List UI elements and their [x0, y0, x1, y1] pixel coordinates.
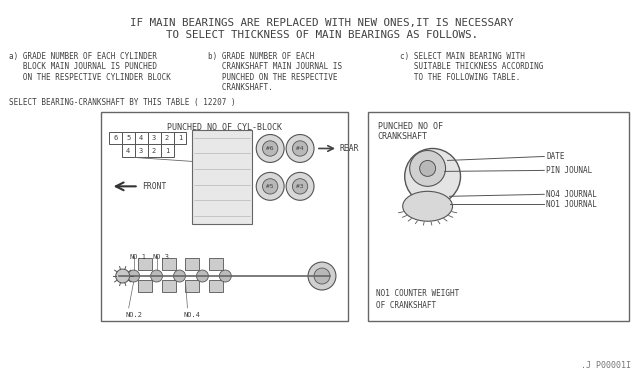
Text: 2: 2 [152, 148, 156, 154]
Text: NO.4: NO.4 [184, 312, 200, 318]
Bar [122, 132, 134, 144]
Circle shape [410, 150, 445, 186]
Bar [109, 132, 122, 144]
Text: CRANKSHAFT: CRANKSHAFT [378, 132, 428, 141]
Circle shape [292, 179, 308, 194]
Circle shape [116, 269, 130, 283]
Bar [122, 144, 134, 157]
Bar [138, 258, 152, 270]
Circle shape [196, 270, 209, 282]
Bar [173, 132, 186, 144]
Circle shape [286, 135, 314, 163]
Circle shape [286, 172, 314, 200]
Text: OF CRANKSHAFT: OF CRANKSHAFT [376, 301, 436, 310]
Text: IF MAIN BEARINGS ARE REPLACED WITH NEW ONES,IT IS NECESSARY: IF MAIN BEARINGS ARE REPLACED WITH NEW O… [131, 18, 514, 28]
Text: .J P00001I: .J P00001I [581, 361, 631, 370]
Text: PUNCHED NO OF: PUNCHED NO OF [378, 122, 443, 131]
Text: FRONT: FRONT [143, 182, 167, 191]
Bar [161, 280, 175, 292]
Text: NO.2: NO.2 [125, 312, 143, 318]
Circle shape [173, 270, 186, 282]
Circle shape [150, 270, 163, 282]
Bar [161, 132, 173, 144]
Text: NO.3: NO.3 [152, 254, 170, 260]
Text: 1: 1 [165, 148, 169, 154]
Bar [138, 280, 152, 292]
Bar [193, 129, 252, 224]
Text: DATE: DATE [546, 152, 564, 161]
Text: PIN JOUNAL: PIN JOUNAL [546, 166, 593, 175]
Circle shape [220, 270, 231, 282]
Circle shape [404, 148, 461, 204]
Text: #3: #3 [296, 184, 304, 189]
Circle shape [308, 262, 336, 290]
Circle shape [314, 268, 330, 284]
Text: 2: 2 [165, 135, 169, 141]
Circle shape [256, 135, 284, 163]
Text: 4: 4 [126, 148, 131, 154]
Ellipse shape [403, 191, 452, 221]
Circle shape [420, 160, 436, 176]
Text: 3: 3 [139, 148, 143, 154]
Bar [186, 258, 200, 270]
Text: #5: #5 [266, 184, 274, 189]
Text: 1: 1 [178, 135, 182, 141]
Bar [161, 144, 173, 157]
Circle shape [262, 179, 278, 194]
Text: 3: 3 [152, 135, 156, 141]
Text: 4: 4 [139, 135, 143, 141]
Text: a) GRADE NUMBER OF EACH CYLINDER
   BLOCK MAIN JOURNAL IS PUNCHED
   ON THE RESP: a) GRADE NUMBER OF EACH CYLINDER BLOCK M… [9, 52, 171, 81]
Text: c) SELECT MAIN BEARING WITH
   SUITABLE THICKNESS ACCORDING
   TO THE FOLLOWING : c) SELECT MAIN BEARING WITH SUITABLE THI… [400, 52, 543, 81]
Bar [148, 144, 161, 157]
Bar [161, 258, 175, 270]
Text: NO1 COUNTER WEIGHT: NO1 COUNTER WEIGHT [376, 289, 459, 298]
Text: PUNCHED NO OF CYL-BLOCK: PUNCHED NO OF CYL-BLOCK [167, 122, 282, 132]
Circle shape [256, 172, 284, 200]
Bar [209, 258, 223, 270]
Circle shape [292, 141, 308, 156]
Text: REAR: REAR [340, 144, 360, 153]
Circle shape [262, 141, 278, 156]
Bar [209, 280, 223, 292]
Text: SELECT BEARING-CRANKSHAFT BY THIS TABLE ( 12207 ): SELECT BEARING-CRANKSHAFT BY THIS TABLE … [9, 98, 236, 107]
Text: NO4 JOURNAL: NO4 JOURNAL [546, 190, 597, 199]
Circle shape [127, 270, 140, 282]
Text: 6: 6 [113, 135, 117, 141]
Text: NO.1: NO.1 [130, 254, 147, 260]
Bar [186, 280, 200, 292]
Bar [100, 112, 348, 321]
Bar [148, 132, 161, 144]
Text: TO SELECT THICKNESS OF MAIN BEARINGS AS FOLLOWS.: TO SELECT THICKNESS OF MAIN BEARINGS AS … [166, 30, 478, 40]
Text: b) GRADE NUMBER OF EACH
   CRANKSHAFT MAIN JOURNAL IS
   PUNCHED ON THE RESPECTI: b) GRADE NUMBER OF EACH CRANKSHAFT MAIN … [209, 52, 342, 92]
Text: 5: 5 [126, 135, 131, 141]
Bar [134, 132, 148, 144]
Bar [134, 144, 148, 157]
Text: #4: #4 [296, 146, 304, 151]
Text: #6: #6 [266, 146, 274, 151]
Text: NO1 JOURNAL: NO1 JOURNAL [546, 200, 597, 209]
Bar [368, 112, 629, 321]
